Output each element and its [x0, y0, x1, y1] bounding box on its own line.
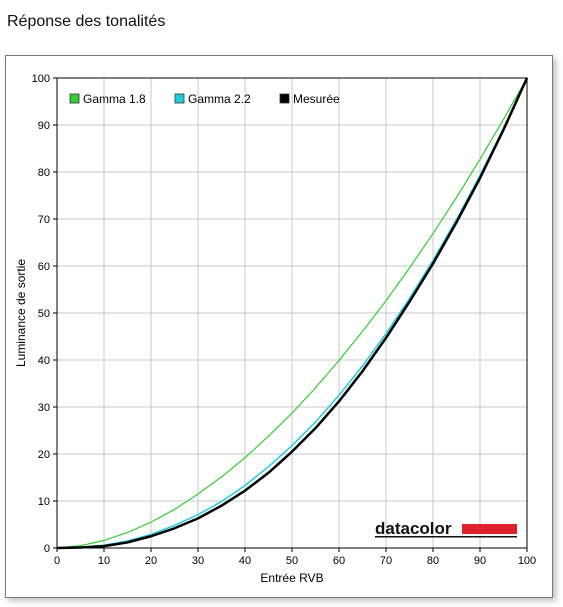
y-tick-label: 10 — [38, 496, 50, 508]
legend-gamma-2-2-swatch — [174, 93, 185, 104]
x-tick-label: 80 — [427, 555, 439, 567]
x-tick-label: 90 — [474, 555, 486, 567]
legend: Gamma 1.8 Gamma 2.2 Mesurée — [69, 92, 340, 106]
series-gamma-2-2-line — [56, 77, 528, 549]
y-axis-label: Luminance de sortie — [14, 259, 28, 367]
x-tick-label: 70 — [380, 555, 392, 567]
y-tick-label: 20 — [38, 449, 50, 461]
x-tick-label: 10 — [98, 555, 110, 567]
grid-layer — [57, 78, 527, 548]
y-tick-label: 30 — [38, 402, 50, 414]
y-tick-label: 60 — [38, 261, 50, 273]
svg-text:datacolor: datacolor — [375, 519, 452, 538]
x-tick-label: 0 — [54, 555, 60, 567]
y-tick-label: 80 — [38, 167, 50, 179]
x-tick-label: 50 — [286, 555, 298, 567]
x-axis-label: Entrée RVB — [260, 571, 323, 585]
x-tick-label: 40 — [239, 555, 251, 567]
legend-measured-label: Mesurée — [293, 92, 340, 106]
series-layer — [56, 77, 529, 550]
logo-bar — [462, 524, 517, 534]
x-tick-label: 20 — [145, 555, 157, 567]
legend-measured-swatch — [279, 93, 290, 104]
series-measured-line — [56, 77, 529, 550]
y-tick-label: 40 — [38, 355, 50, 367]
x-tick-label: 60 — [333, 555, 345, 567]
legend-gamma-2-2-label: Gamma 2.2 — [188, 92, 251, 106]
y-tick-label: 70 — [38, 214, 50, 226]
y-tick-label: 50 — [38, 308, 50, 320]
y-tick-label: 0 — [44, 543, 50, 555]
page-title: Réponse des tonalités — [7, 13, 166, 30]
y-tick-label: 100 — [32, 73, 50, 85]
legend-gamma-1-8-swatch — [69, 93, 80, 104]
tick-layer: 0 10 20 30 40 50 60 70 80 90 100 0 10 20 30 40 50 60 70 80 9… — [32, 73, 537, 567]
logo-underline — [375, 536, 517, 538]
y-tick-label: 90 — [38, 120, 50, 132]
datacolor-logo: datacolor — [375, 519, 517, 538]
legend-gamma-1-8-label: Gamma 1.8 — [83, 92, 146, 106]
chart-panel — [5, 55, 553, 598]
x-tick-label: 100 — [518, 555, 536, 567]
x-tick-label: 30 — [192, 555, 204, 567]
series-gamma-1-8-line — [56, 77, 528, 549]
